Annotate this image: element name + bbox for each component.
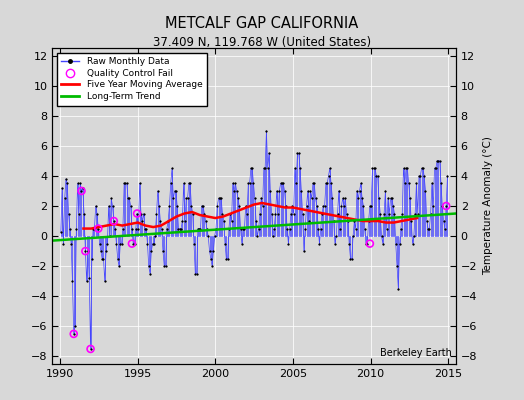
- Point: [133, 210, 141, 217]
- Point: [442, 203, 450, 209]
- Point: [86, 346, 95, 352]
- Point: [94, 225, 103, 232]
- Point: [366, 240, 374, 247]
- Point: [110, 218, 118, 224]
- Legend: Raw Monthly Data, Quality Control Fail, Five Year Moving Average, Long-Term Tren: Raw Monthly Data, Quality Control Fail, …: [57, 52, 207, 106]
- Text: METCALF GAP CALIFORNIA: METCALF GAP CALIFORNIA: [166, 16, 358, 31]
- Point: [81, 248, 90, 254]
- Text: Berkeley Earth: Berkeley Earth: [380, 348, 452, 358]
- Point: [128, 240, 136, 247]
- Point: [78, 188, 86, 194]
- Text: 37.409 N, 119.768 W (United States): 37.409 N, 119.768 W (United States): [153, 36, 371, 49]
- Y-axis label: Temperature Anomaly (°C): Temperature Anomaly (°C): [483, 136, 493, 276]
- Point: [70, 331, 78, 337]
